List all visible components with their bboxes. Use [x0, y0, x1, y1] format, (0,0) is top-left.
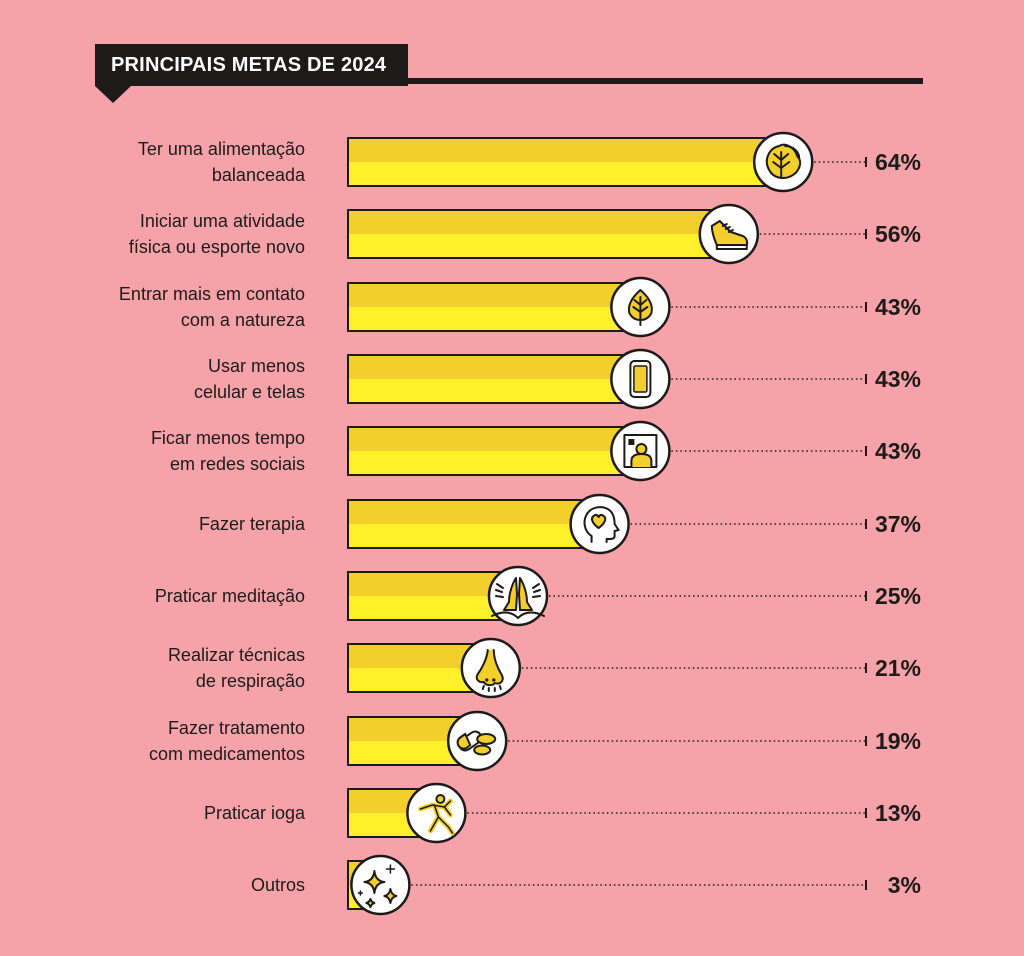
category-label: balanceada — [212, 165, 306, 185]
bar-bottom-band — [348, 379, 641, 403]
bar-row: Iniciar uma atividade física ou esporte n… — [129, 203, 921, 265]
category-label: Ter uma alimentação — [138, 139, 305, 159]
category-label: em redes sociais — [170, 454, 305, 474]
bar-bottom-band — [348, 307, 641, 331]
sparkles-icon — [350, 854, 411, 916]
bar-top-band — [348, 138, 784, 162]
category-label: Outros — [251, 875, 305, 895]
category-label: física ou esporte novo — [129, 237, 305, 257]
value-label: 43% — [875, 366, 921, 392]
value-label: 19% — [875, 728, 921, 754]
bar-bottom-band — [348, 451, 641, 475]
bar-row: Ficar menos tempo em redes sociais 43% — [151, 420, 921, 482]
lettuce-icon — [752, 131, 814, 193]
bar-row: Fazer tratamento com medicamentos 19% — [149, 710, 921, 772]
sneaker-icon — [698, 203, 760, 265]
category-label: Usar menos — [208, 356, 305, 376]
category-label: celular e telas — [194, 382, 305, 402]
yoga-pose-icon — [406, 782, 467, 844]
category-label: Realizar técnicas — [168, 645, 305, 665]
category-label: Fazer terapia — [199, 514, 306, 534]
nose-icon — [460, 637, 522, 699]
bar-row: Ter uma alimentação balanceada 64% — [138, 131, 921, 193]
category-label: Entrar mais em contato — [119, 284, 305, 304]
value-label: 43% — [875, 294, 921, 320]
bar-row: Praticar ioga 13% — [204, 782, 921, 844]
pills-icon — [446, 710, 508, 772]
bar-row: Realizar técnicas de respiração 21% — [168, 637, 921, 699]
value-label: 64% — [875, 149, 921, 175]
value-label: 3% — [888, 872, 921, 898]
bar-bottom-band — [348, 162, 784, 186]
value-label: 25% — [875, 583, 921, 609]
leaf-icon — [610, 276, 671, 338]
bar-row: Usar menos celular e telas 43% — [194, 348, 921, 410]
title-notch — [95, 86, 131, 103]
bar-top-band — [348, 283, 641, 307]
category-label: Praticar meditação — [155, 586, 305, 606]
category-label: Iniciar uma atividade — [140, 211, 305, 231]
chart-title: PRINCIPAIS METAS DE 2024 — [95, 44, 408, 86]
bar-row: Fazer terapia 37% — [199, 493, 921, 555]
value-label: 21% — [875, 655, 921, 681]
bar-row: Praticar meditação 25% — [155, 565, 921, 627]
praying-hands-icon — [487, 565, 549, 627]
value-label: 56% — [875, 221, 921, 247]
bar-top-band — [348, 210, 729, 234]
category-label: de respiração — [196, 671, 305, 691]
bar-row: Entrar mais em contato com a natureza 43% — [119, 276, 921, 338]
bar-top-band — [348, 427, 641, 451]
smartphone-icon — [610, 348, 671, 410]
bar-top-band — [348, 500, 600, 524]
bar-bottom-band — [348, 524, 600, 548]
bar-row: Outros 3% — [251, 854, 921, 916]
category-label: Fazer tratamento — [168, 718, 305, 738]
bar-top-band — [348, 355, 641, 379]
value-label: 13% — [875, 800, 921, 826]
category-label: com a natureza — [181, 310, 306, 330]
value-label: 43% — [875, 438, 921, 464]
title-rule — [400, 78, 923, 84]
value-label: 37% — [875, 511, 921, 537]
bar-bottom-band — [348, 234, 729, 258]
profile-picture-icon — [610, 420, 671, 482]
category-label: Ficar menos tempo — [151, 428, 305, 448]
category-label: Praticar ioga — [204, 803, 306, 823]
head-heart-icon — [569, 493, 630, 555]
category-label: com medicamentos — [149, 744, 305, 764]
